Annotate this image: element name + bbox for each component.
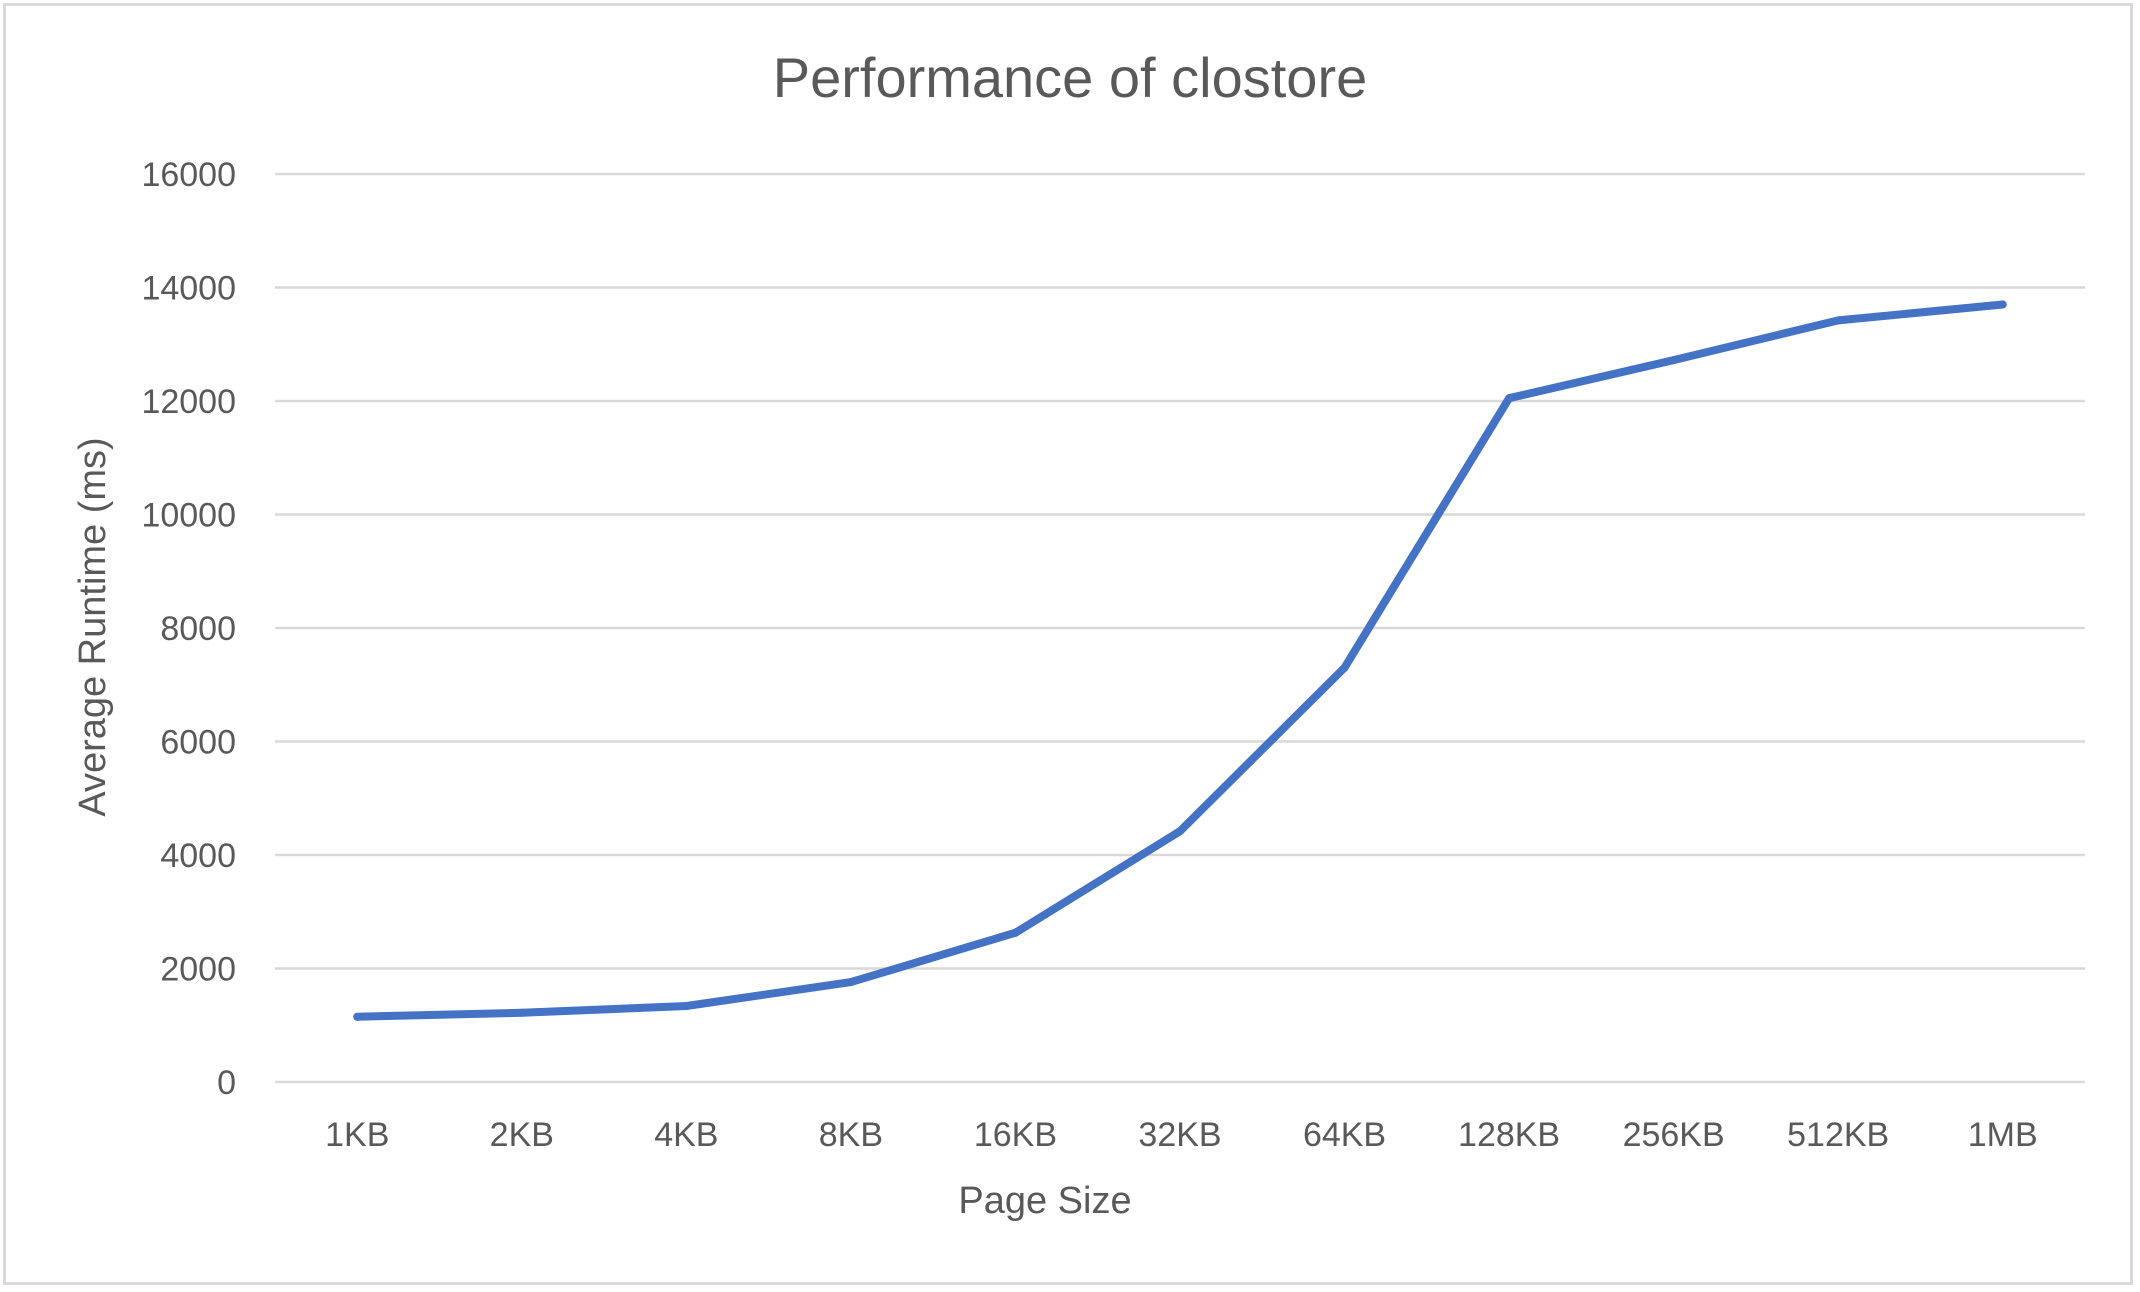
x-axis-label: Page Size — [958, 1180, 1131, 1222]
data-point-32KB — [1176, 827, 1184, 836]
data-point-256KB — [1669, 356, 1678, 365]
data-point-4KB — [682, 1001, 691, 1010]
x-tick-label: 128KB — [1458, 1116, 1560, 1154]
y-tick-label: 0 — [217, 1064, 236, 1102]
chart-title: Performance of clostore — [773, 46, 1367, 109]
x-tick-label: 16KB — [974, 1116, 1057, 1154]
data-point-1KB — [353, 1012, 362, 1021]
y-axis-label: Average Runtime (ms) — [72, 437, 114, 816]
data-point-64KB — [1340, 663, 1349, 672]
data-point-16KB — [1011, 928, 1020, 937]
x-tick-label: 512KB — [1787, 1116, 1889, 1154]
x-tick-label: 4KB — [654, 1116, 718, 1154]
y-tick-label: 10000 — [141, 497, 236, 535]
x-tick-label: 256KB — [1623, 1116, 1725, 1154]
y-axis-ticks: 0 2000 4000 6000 8000 10000 12000 14000 16000 — [141, 156, 236, 1102]
x-tick-label: 32KB — [1138, 1116, 1221, 1154]
x-tick-label: 1MB — [1968, 1116, 2038, 1154]
y-tick-label: 4000 — [160, 837, 236, 875]
x-tick-label: 2KB — [490, 1116, 554, 1154]
x-tick-label: 64KB — [1303, 1116, 1386, 1154]
data-point-2KB — [517, 1008, 526, 1017]
x-tick-label: 8KB — [819, 1116, 883, 1154]
data-point-8KB — [846, 978, 855, 987]
y-tick-label: 16000 — [141, 156, 236, 194]
gridlines — [275, 172, 2085, 1084]
y-tick-label: 6000 — [160, 724, 236, 762]
series-line — [353, 300, 2007, 1021]
data-point-1MB — [1998, 300, 2007, 309]
x-axis-ticks: 1KB 2KB 4KB 8KB 16KB 32KB 64KB 128KB 256KB 512KB 1… — [325, 1116, 2038, 1154]
y-tick-label: 14000 — [141, 270, 236, 308]
y-tick-label: 2000 — [160, 951, 236, 989]
data-point-512KB — [1834, 316, 1843, 325]
y-tick-label: 8000 — [160, 610, 236, 648]
x-tick-label: 1KB — [325, 1116, 389, 1154]
chart-frame — [3, 3, 2133, 1285]
series-layer — [353, 300, 2007, 1021]
y-tick-label: 12000 — [141, 383, 236, 421]
data-point-128KB — [1505, 394, 1514, 403]
